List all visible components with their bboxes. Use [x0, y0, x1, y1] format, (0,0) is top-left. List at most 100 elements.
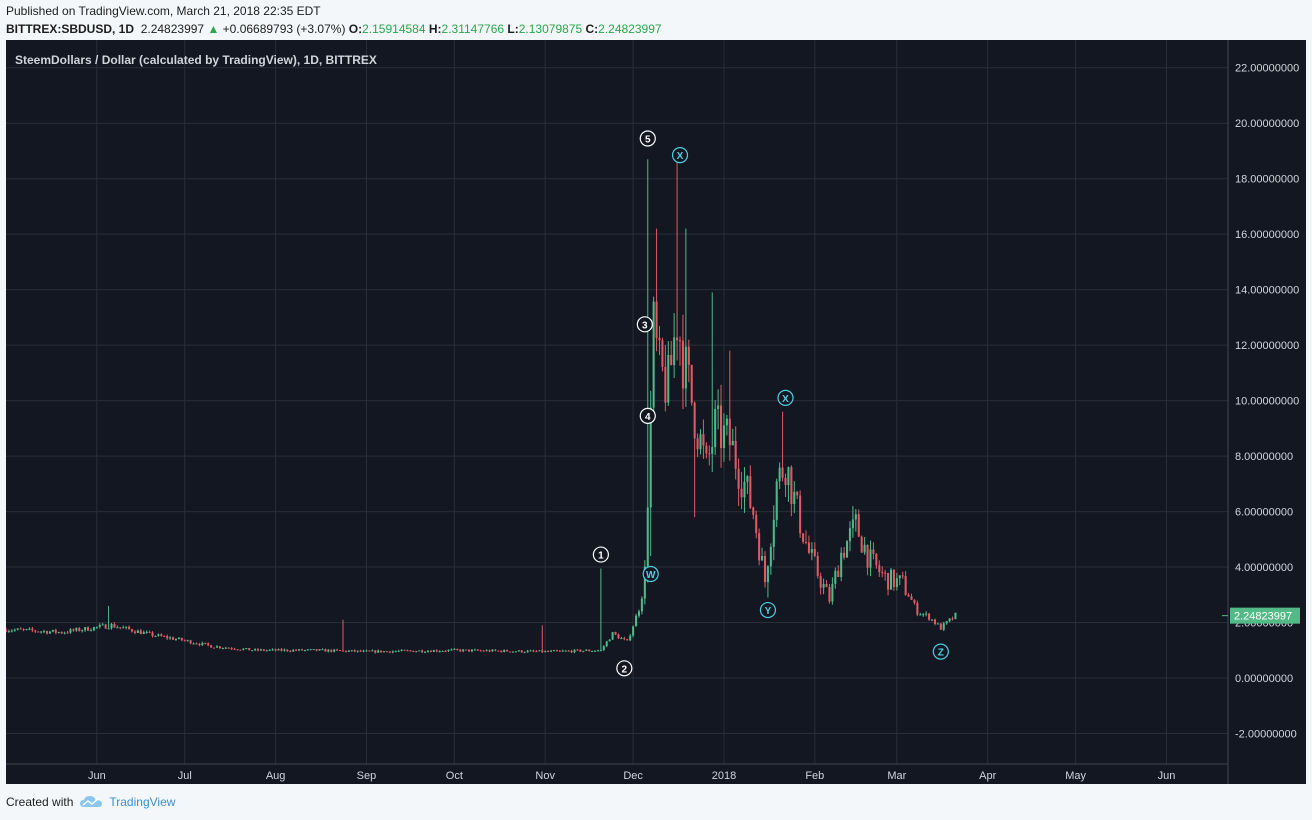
candle-body: [300, 649, 304, 651]
candle-body: [306, 649, 309, 651]
candle-body: [878, 565, 881, 573]
high-label: H:: [428, 22, 442, 36]
candle-body: [154, 635, 157, 637]
candle-body: [268, 649, 271, 651]
close-label: C:: [585, 22, 599, 36]
candle-body: [687, 346, 690, 365]
candle-body: [113, 624, 116, 628]
candle-body: [145, 631, 148, 633]
price-tick-label: 10.00000000: [1235, 396, 1299, 408]
candle-body: [183, 640, 186, 642]
price-tick-label: 18.00000000: [1235, 174, 1299, 186]
footer: Created with TradingView: [6, 795, 175, 809]
candle-body: [787, 467, 790, 486]
candle-body: [324, 649, 327, 652]
candle-body: [916, 602, 919, 615]
candle-body: [790, 467, 793, 505]
candle-body: [441, 650, 444, 652]
wave-label-circle: [592, 546, 609, 563]
candle-body: [919, 614, 922, 616]
candle-body: [491, 649, 494, 652]
candle-body: [54, 629, 57, 633]
candle-body: [394, 651, 397, 653]
candle-body: [928, 613, 931, 620]
candle-body: [470, 649, 473, 652]
candle-body: [784, 477, 787, 486]
candle-body: [593, 650, 597, 652]
candle-body: [391, 651, 394, 653]
candle-body: [230, 648, 233, 650]
candle-body: [772, 519, 775, 547]
candle-body: [690, 364, 693, 403]
candle-body: [119, 627, 122, 629]
candle-body: [142, 632, 145, 635]
wave-label: W: [646, 570, 656, 581]
candle-body: [60, 632, 63, 634]
candle-body: [608, 639, 611, 642]
tradingview-link[interactable]: TradingView: [109, 795, 176, 809]
candle-body: [397, 650, 400, 652]
candle-body: [860, 536, 863, 553]
candle-body: [523, 652, 526, 654]
candle-body: [421, 650, 424, 653]
candle-body: [356, 650, 359, 652]
time-axis[interactable]: Jun Jul Aug Sep Oct Nov Dec 2018 Feb Mar Apr May Jun: [88, 770, 1175, 782]
candle-body: [910, 596, 913, 600]
time-tick-label: May: [1065, 770, 1086, 782]
candle-body: [954, 612, 957, 619]
price-change: +0.06689793 (+3.07%): [222, 22, 346, 36]
time-tick-label: Mar: [887, 770, 906, 782]
candle-body: [81, 630, 84, 632]
candle-body: [136, 630, 139, 633]
candle-body: [116, 627, 119, 629]
candle-body: [415, 651, 418, 653]
price-tick-label: -2.00000000: [1235, 728, 1297, 740]
candle-body: [816, 555, 819, 577]
candle-body: [541, 650, 544, 653]
candle-body: [16, 628, 19, 630]
price-axis[interactable]: -2.000000000.000000002.000000004.0000000…: [1235, 63, 1299, 741]
wave-label: 3: [642, 320, 648, 331]
candle-body: [221, 648, 224, 650]
candle-body: [40, 631, 43, 633]
time-tick-label: Sep: [357, 770, 377, 782]
candle-body: [854, 514, 857, 520]
candle-body: [476, 649, 479, 651]
candle-body: [933, 619, 936, 624]
candle-body: [884, 572, 887, 574]
price-tag-label: 2.24823997: [1234, 611, 1292, 623]
candle-body: [177, 637, 180, 640]
candle-body: [383, 651, 386, 653]
price-tick-label: 12.00000000: [1235, 340, 1299, 352]
candle-body: [626, 639, 629, 641]
candle-body: [444, 650, 447, 652]
candle-body: [640, 598, 643, 612]
candle-body: [778, 467, 781, 482]
candle-body: [623, 638, 626, 640]
candle-body: [517, 650, 520, 652]
candle-body: [799, 495, 802, 534]
candle-body: [743, 481, 746, 498]
candle-body: [174, 639, 177, 641]
candle-body: [892, 569, 895, 587]
candle-body: [570, 650, 573, 653]
candle-body: [233, 648, 236, 650]
candle-body: [567, 650, 570, 652]
candle-body: [676, 337, 679, 341]
candle-body: [450, 649, 453, 651]
candle-body: [661, 340, 664, 367]
candle-body: [286, 649, 289, 652]
candle-body: [78, 628, 81, 631]
time-tick-label: Feb: [805, 770, 824, 782]
candle-body: [403, 649, 406, 651]
candle-body: [31, 628, 34, 631]
candle-body: [388, 651, 391, 653]
candle-body: [544, 651, 547, 653]
candle-body: [46, 631, 49, 634]
candle-body: [195, 643, 198, 645]
candle-body: [822, 584, 825, 588]
candle-body: [163, 636, 166, 638]
price-tick-label: 8.00000000: [1235, 451, 1293, 463]
wave-label-circle: [777, 389, 794, 406]
